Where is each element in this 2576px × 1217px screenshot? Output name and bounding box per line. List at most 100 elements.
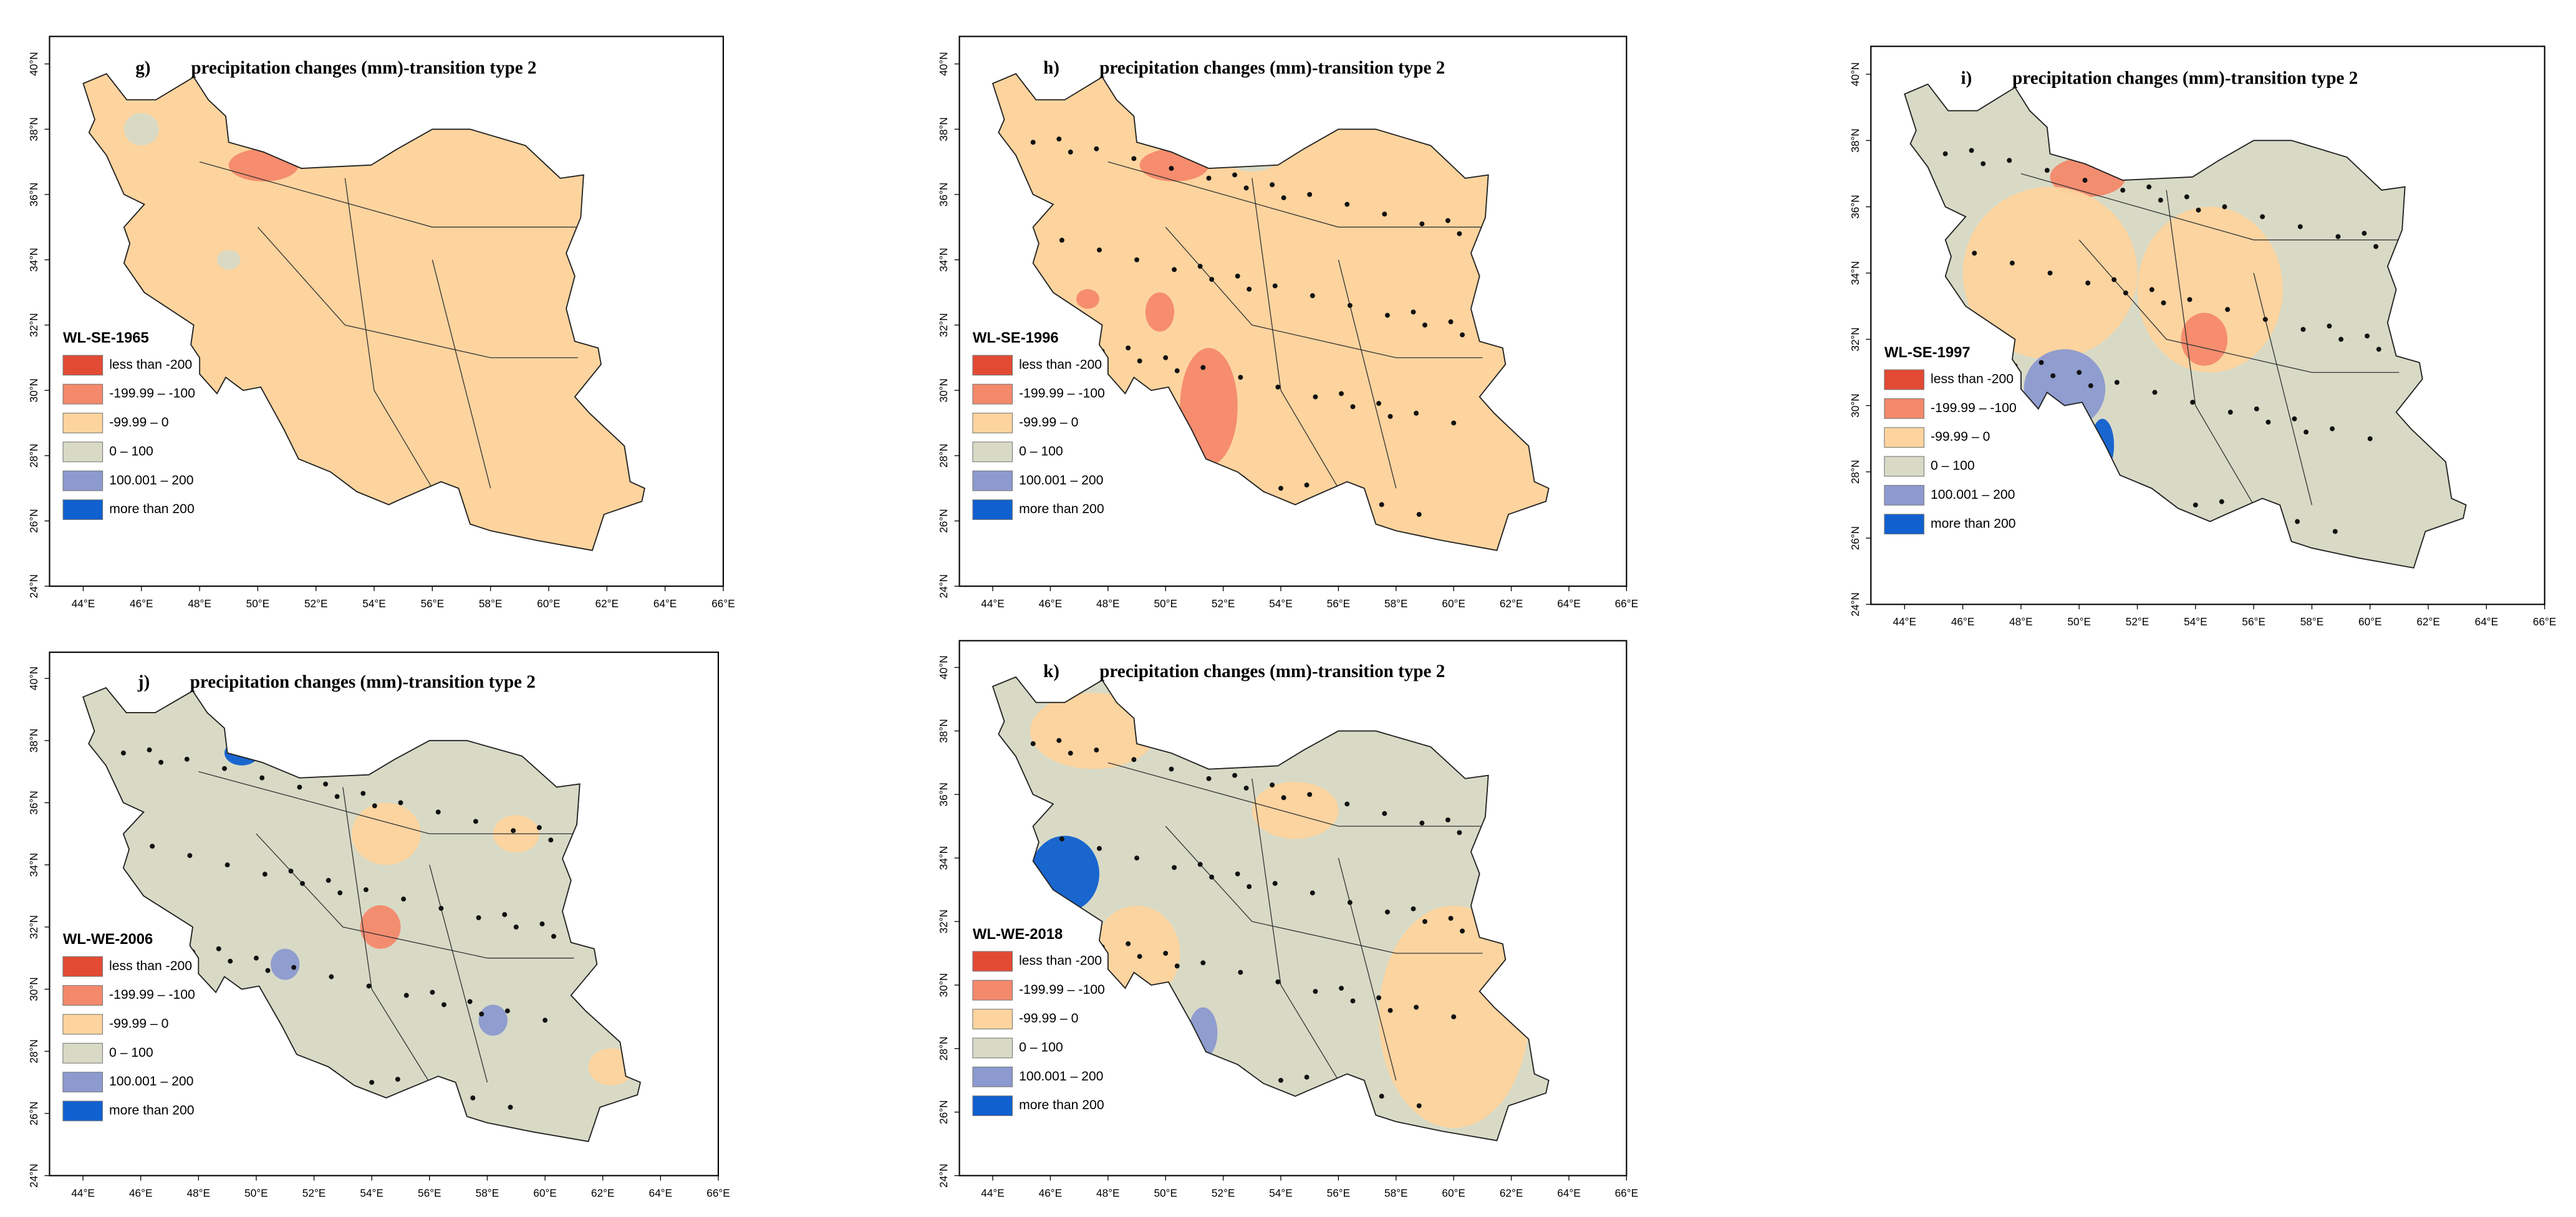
- lat-label: 32°N: [937, 910, 950, 933]
- station: [1272, 283, 1278, 289]
- station: [1448, 319, 1454, 325]
- station: [363, 887, 369, 893]
- station: [403, 993, 409, 998]
- panel-title: precipitation changes (mm)-transition ty…: [1099, 661, 1445, 681]
- station: [1137, 954, 1142, 960]
- station: [2332, 529, 2338, 534]
- lon-label: 60°E: [1442, 1186, 1465, 1199]
- panel-letter: i): [1961, 69, 1972, 89]
- station: [1169, 166, 1174, 171]
- station: [1339, 391, 1344, 397]
- zone: [2137, 206, 2283, 373]
- station: [1307, 792, 1313, 797]
- legend-swatch: [1884, 398, 1924, 419]
- station: [1422, 919, 1427, 925]
- lat-label: 40°N: [27, 52, 40, 75]
- station: [1200, 960, 1206, 966]
- station: [1059, 238, 1064, 243]
- zone: [271, 948, 300, 980]
- legend-title: WL-WE-2006: [63, 931, 153, 948]
- station: [1347, 303, 1353, 308]
- lat-label: 38°N: [1849, 128, 1861, 152]
- lat-label: 38°N: [27, 117, 40, 141]
- station: [536, 825, 542, 830]
- station: [291, 964, 297, 970]
- lat-label: 36°N: [937, 782, 950, 806]
- station: [1232, 172, 1238, 178]
- map-panel: 44°E 46°E 48°E 50°E 52°E 54°E 56°E 58°E 60°E 62°E…: [937, 640, 1638, 1199]
- legend-label: -99.99 – 0: [1931, 430, 1990, 444]
- map-panel: 44°E 46°E 48°E 50°E 52°E 54°E 56°E 58°E 60°E 62°E…: [27, 652, 730, 1199]
- province-border: [1252, 178, 1339, 489]
- station: [337, 890, 343, 896]
- station: [2192, 502, 2198, 507]
- lat-label: 26°N: [27, 509, 40, 532]
- station: [1419, 221, 1425, 227]
- lon-label: 44°E: [71, 1186, 95, 1199]
- station: [1243, 786, 1249, 791]
- station: [1247, 884, 1252, 890]
- lat-label: 28°N: [27, 1039, 40, 1063]
- lon-label: 50°E: [1154, 1186, 1177, 1199]
- legend-label: 0 – 100: [1019, 444, 1063, 458]
- legend-swatch: [1884, 456, 1924, 477]
- station: [401, 897, 407, 902]
- province-border: [344, 178, 433, 489]
- country-outline: [82, 73, 645, 551]
- legend-title: WL-WE-2018: [973, 926, 1063, 943]
- station: [297, 784, 302, 790]
- lat-label: 40°N: [937, 655, 950, 679]
- station: [2335, 234, 2341, 239]
- lat-label: 40°N: [27, 666, 40, 690]
- station: [539, 921, 545, 926]
- legend-title: WL-SE-1965: [63, 330, 149, 347]
- legend-label: -99.99 – 0: [109, 415, 168, 430]
- zone: [1030, 693, 1157, 769]
- station: [2219, 499, 2224, 504]
- country-outline: [1904, 83, 2467, 569]
- station: [2373, 244, 2379, 249]
- station: [1344, 801, 1350, 807]
- province-border: [1252, 778, 1339, 1081]
- legend-label: -99.99 – 0: [1019, 1011, 1078, 1026]
- station: [1307, 191, 1313, 197]
- station: [2085, 280, 2091, 286]
- province-border: [432, 259, 491, 489]
- lat-label: 26°N: [937, 509, 950, 532]
- station: [1243, 185, 1249, 191]
- station: [1382, 211, 1387, 217]
- station: [369, 1080, 375, 1085]
- lon-label: 62°E: [2416, 615, 2440, 628]
- legend-label: 0 – 100: [109, 1046, 153, 1060]
- station: [158, 759, 164, 765]
- legend-title: WL-SE-1997: [1884, 344, 1971, 361]
- country-fill: [83, 74, 645, 551]
- lat-label: 26°N: [1849, 526, 1861, 550]
- station: [1350, 404, 1356, 410]
- lat-label: 24°N: [937, 574, 950, 598]
- lat-label: 24°N: [27, 574, 40, 598]
- province-border: [256, 833, 574, 959]
- lat-label: 26°N: [27, 1102, 40, 1125]
- station: [2300, 327, 2306, 332]
- station: [1056, 136, 1062, 142]
- station: [504, 1008, 510, 1014]
- legend-swatch: [62, 1042, 103, 1064]
- station: [1344, 201, 1350, 207]
- station: [1310, 890, 1315, 896]
- station: [1422, 322, 1427, 328]
- station: [2184, 194, 2189, 200]
- lat-label: 28°N: [937, 1037, 950, 1061]
- station: [1134, 855, 1139, 861]
- station: [2152, 390, 2158, 395]
- lon-label: 56°E: [2242, 615, 2265, 628]
- lon-label: 52°E: [304, 597, 328, 610]
- lon-label: 50°E: [2067, 615, 2091, 628]
- legend-swatch: [62, 413, 104, 433]
- panel-letter: j): [137, 672, 150, 692]
- station: [1387, 414, 1393, 419]
- lat-label: 40°N: [937, 52, 950, 75]
- legend-swatch: [62, 441, 104, 463]
- station: [1030, 741, 1036, 746]
- legend-label: more than 200: [1931, 516, 2016, 531]
